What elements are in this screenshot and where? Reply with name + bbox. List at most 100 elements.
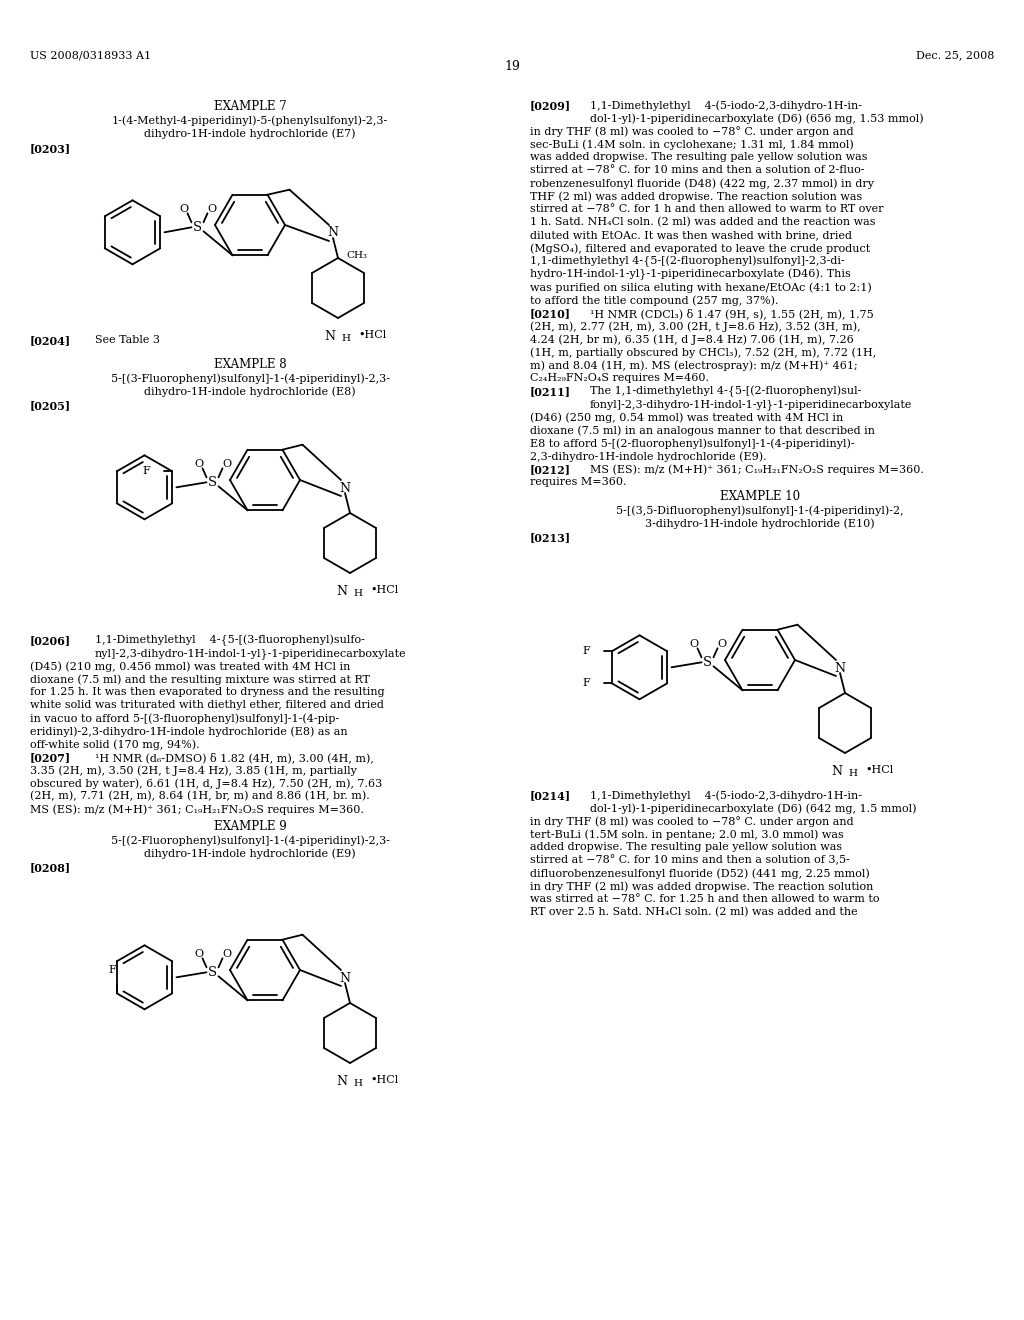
Text: 5-[(3-Fluorophenyl)sulfonyl]-1-(4-piperidinyl)-2,3-: 5-[(3-Fluorophenyl)sulfonyl]-1-(4-piperi… <box>111 374 389 384</box>
Text: (1H, m, partially obscured by CHCl₃), 7.52 (2H, m), 7.72 (1H,: (1H, m, partially obscured by CHCl₃), 7.… <box>530 347 877 358</box>
Text: [0210]: [0210] <box>530 308 571 319</box>
Text: [0209]: [0209] <box>530 100 571 111</box>
Text: [0203]: [0203] <box>30 143 71 154</box>
Text: [0211]: [0211] <box>530 385 571 397</box>
Text: (MgSO₄), filtered and evaporated to leave the crude product: (MgSO₄), filtered and evaporated to leav… <box>530 243 870 253</box>
Text: dihydro-1H-indole hydrochloride (E9): dihydro-1H-indole hydrochloride (E9) <box>144 847 355 858</box>
Text: in dry THF (8 ml) was cooled to −78° C. under argon and: in dry THF (8 ml) was cooled to −78° C. … <box>530 125 854 137</box>
Text: diluted with EtOAc. It was then washed with brine, dried: diluted with EtOAc. It was then washed w… <box>530 230 852 240</box>
Text: N: N <box>324 330 335 343</box>
Text: fonyl]-2,3-dihydro-1H-indol-1-yl}-1-piperidinecarboxylate: fonyl]-2,3-dihydro-1H-indol-1-yl}-1-pipe… <box>590 399 912 409</box>
Text: eridinyl)-2,3-dihydro-1H-indole hydrochloride (E8) as an: eridinyl)-2,3-dihydro-1H-indole hydrochl… <box>30 726 347 737</box>
Text: 1 h. Satd. NH₄Cl soln. (2 ml) was added and the reaction was: 1 h. Satd. NH₄Cl soln. (2 ml) was added … <box>530 216 876 227</box>
Text: H: H <box>848 770 857 777</box>
Text: N: N <box>328 227 339 239</box>
Text: [0208]: [0208] <box>30 862 71 873</box>
Text: EXAMPLE 7: EXAMPLE 7 <box>214 100 287 114</box>
Text: dol-1-yl)-1-piperidinecarboxylate (D6) (642 mg, 1.5 mmol): dol-1-yl)-1-piperidinecarboxylate (D6) (… <box>590 803 916 813</box>
Text: C₂₄H₂₉FN₂O₄S requires M=460.: C₂₄H₂₉FN₂O₄S requires M=460. <box>530 374 709 383</box>
Text: in vacuo to afford 5-[(3-fluorophenyl)sulfonyl]-1-(4-pip-: in vacuo to afford 5-[(3-fluorophenyl)su… <box>30 713 339 723</box>
Text: O: O <box>194 459 203 470</box>
Text: [0213]: [0213] <box>530 532 571 543</box>
Text: N: N <box>340 972 350 985</box>
Text: H: H <box>341 334 350 343</box>
Text: dihydro-1H-indole hydrochloride (E8): dihydro-1H-indole hydrochloride (E8) <box>144 385 355 396</box>
Text: 5-[(2-Fluorophenyl)sulfonyl]-1-(4-piperidinyl)-2,3-: 5-[(2-Fluorophenyl)sulfonyl]-1-(4-piperi… <box>111 836 389 846</box>
Text: •HCl: •HCl <box>865 766 893 775</box>
Text: The 1,1-dimethylethyl 4-{5-[(2-fluorophenyl)sul-: The 1,1-dimethylethyl 4-{5-[(2-fluorophe… <box>590 385 861 397</box>
Text: stirred at −78° C. for 1 h and then allowed to warm to RT over: stirred at −78° C. for 1 h and then allo… <box>530 205 884 214</box>
Text: 4.24 (2H, br m), 6.35 (1H, d J=8.4 Hz) 7.06 (1H, m), 7.26: 4.24 (2H, br m), 6.35 (1H, d J=8.4 Hz) 7… <box>530 334 854 345</box>
Text: •HCl: •HCl <box>370 585 398 595</box>
Text: See Table 3: See Table 3 <box>95 335 160 345</box>
Text: O: O <box>222 949 231 960</box>
Text: MS (ES): m/z (M+H)⁺ 361; C₁₉H₂₁FN₂O₂S requires M=360.: MS (ES): m/z (M+H)⁺ 361; C₁₉H₂₁FN₂O₂S re… <box>30 804 364 814</box>
Text: [0212]: [0212] <box>530 465 571 475</box>
Text: [0205]: [0205] <box>30 400 71 411</box>
Text: N: N <box>835 661 846 675</box>
Text: ¹H NMR (CDCl₃) δ 1.47 (9H, s), 1.55 (2H, m), 1.75: ¹H NMR (CDCl₃) δ 1.47 (9H, s), 1.55 (2H,… <box>590 308 873 319</box>
Text: RT over 2.5 h. Satd. NH₄Cl soln. (2 ml) was added and the: RT over 2.5 h. Satd. NH₄Cl soln. (2 ml) … <box>530 907 858 917</box>
Text: dioxane (7.5 ml) in an analogous manner to that described in: dioxane (7.5 ml) in an analogous manner … <box>530 425 874 436</box>
Text: Dec. 25, 2008: Dec. 25, 2008 <box>915 50 994 59</box>
Text: O: O <box>222 459 231 470</box>
Text: N: N <box>336 1074 347 1088</box>
Text: stirred at −78° C. for 10 mins and then a solution of 2-fluo-: stirred at −78° C. for 10 mins and then … <box>530 165 864 176</box>
Text: in dry THF (8 ml) was cooled to −78° C. under argon and: in dry THF (8 ml) was cooled to −78° C. … <box>530 816 854 826</box>
Text: 1,1-dimethylethyl 4-{5-[(2-fluorophenyl)sulfonyl]-2,3-di-: 1,1-dimethylethyl 4-{5-[(2-fluorophenyl)… <box>530 256 845 268</box>
Text: to afford the title compound (257 mg, 37%).: to afford the title compound (257 mg, 37… <box>530 294 778 305</box>
Text: sec-BuLi (1.4M soln. in cyclohexane; 1.31 ml, 1.84 mmol): sec-BuLi (1.4M soln. in cyclohexane; 1.3… <box>530 139 854 149</box>
Text: •HCl: •HCl <box>358 330 386 341</box>
Text: EXAMPLE 8: EXAMPLE 8 <box>214 358 287 371</box>
Text: [0206]: [0206] <box>30 635 71 645</box>
Text: 3.35 (2H, m), 3.50 (2H, t J=8.4 Hz), 3.85 (1H, m, partially: 3.35 (2H, m), 3.50 (2H, t J=8.4 Hz), 3.8… <box>30 766 357 776</box>
Text: US 2008/0318933 A1: US 2008/0318933 A1 <box>30 50 152 59</box>
Text: CH₃: CH₃ <box>346 251 367 260</box>
Text: for 1.25 h. It was then evaporated to dryness and the resulting: for 1.25 h. It was then evaporated to dr… <box>30 686 385 697</box>
Text: 1-(4-Methyl-4-piperidinyl)-5-(phenylsulfonyl)-2,3-: 1-(4-Methyl-4-piperidinyl)-5-(phenylsulf… <box>112 115 388 125</box>
Text: •HCl: •HCl <box>370 1074 398 1085</box>
Text: N: N <box>340 482 350 495</box>
Text: F: F <box>108 965 116 975</box>
Text: S: S <box>193 220 202 234</box>
Text: 3-dihydro-1H-indole hydrochloride (E10): 3-dihydro-1H-indole hydrochloride (E10) <box>645 517 874 528</box>
Text: EXAMPLE 10: EXAMPLE 10 <box>720 490 800 503</box>
Text: tert-BuLi (1.5M soln. in pentane; 2.0 ml, 3.0 mmol) was: tert-BuLi (1.5M soln. in pentane; 2.0 ml… <box>530 829 844 840</box>
Text: O: O <box>717 639 726 649</box>
Text: robenzenesulfonyl fluoride (D48) (422 mg, 2.37 mmol) in dry: robenzenesulfonyl fluoride (D48) (422 mg… <box>530 178 874 189</box>
Text: 1,1-Dimethylethyl    4-(5-iodo-2,3-dihydro-1H-in-: 1,1-Dimethylethyl 4-(5-iodo-2,3-dihydro-… <box>590 789 862 800</box>
Text: S: S <box>702 656 712 669</box>
Text: F: F <box>582 678 590 688</box>
Text: requires M=360.: requires M=360. <box>530 477 627 487</box>
Text: 5-[(3,5-Difluorophenyl)sulfonyl]-1-(4-piperidinyl)-2,: 5-[(3,5-Difluorophenyl)sulfonyl]-1-(4-pi… <box>616 506 904 516</box>
Text: was stirred at −78° C. for 1.25 h and then allowed to warm to: was stirred at −78° C. for 1.25 h and th… <box>530 894 880 904</box>
Text: [0204]: [0204] <box>30 335 71 346</box>
Text: O: O <box>689 639 698 649</box>
Text: nyl]-2,3-dihydro-1H-indol-1-yl}-1-piperidinecarboxylate: nyl]-2,3-dihydro-1H-indol-1-yl}-1-piperi… <box>95 648 407 659</box>
Text: was added dropwise. The resulting pale yellow solution was: was added dropwise. The resulting pale y… <box>530 152 867 162</box>
Text: ¹H NMR (d₆-DMSO) δ 1.82 (4H, m), 3.00 (4H, m),: ¹H NMR (d₆-DMSO) δ 1.82 (4H, m), 3.00 (4… <box>95 752 374 763</box>
Text: hydro-1H-indol-1-yl}-1-piperidinecarboxylate (D46). This: hydro-1H-indol-1-yl}-1-piperidinecarboxy… <box>530 269 851 280</box>
Text: MS (ES): m/z (M+H)⁺ 361; C₁₉H₂₁FN₂O₂S requires M=360.: MS (ES): m/z (M+H)⁺ 361; C₁₉H₂₁FN₂O₂S re… <box>590 465 924 475</box>
Text: was purified on silica eluting with hexane/EtOAc (4:1 to 2:1): was purified on silica eluting with hexa… <box>530 282 871 293</box>
Text: dol-1-yl)-1-piperidinecarboxylate (D6) (656 mg, 1.53 mmol): dol-1-yl)-1-piperidinecarboxylate (D6) (… <box>590 114 924 124</box>
Text: (2H, m), 7.71 (2H, m), 8.64 (1H, br, m) and 8.86 (1H, br. m).: (2H, m), 7.71 (2H, m), 8.64 (1H, br, m) … <box>30 791 370 801</box>
Text: THF (2 ml) was added dropwise. The reaction solution was: THF (2 ml) was added dropwise. The react… <box>530 191 862 202</box>
Text: obscured by water), 6.61 (1H, d, J=8.4 Hz), 7.50 (2H, m), 7.63: obscured by water), 6.61 (1H, d, J=8.4 H… <box>30 777 382 788</box>
Text: [0214]: [0214] <box>530 789 571 801</box>
Text: (D46) (250 mg, 0.54 mmol) was treated with 4M HCl in: (D46) (250 mg, 0.54 mmol) was treated wi… <box>530 412 843 422</box>
Text: dioxane (7.5 ml) and the resulting mixture was stirred at RT: dioxane (7.5 ml) and the resulting mixtu… <box>30 675 370 685</box>
Text: white solid was triturated with diethyl ether, filtered and dried: white solid was triturated with diethyl … <box>30 700 384 710</box>
Text: stirred at −78° C. for 10 mins and then a solution of 3,5-: stirred at −78° C. for 10 mins and then … <box>530 855 850 866</box>
Text: difluorobenzenesulfonyl fluoride (D52) (441 mg, 2.25 mmol): difluorobenzenesulfonyl fluoride (D52) (… <box>530 869 869 879</box>
Text: 1,1-Dimethylethyl    4-{5-[(3-fluorophenyl)sulfo-: 1,1-Dimethylethyl 4-{5-[(3-fluorophenyl)… <box>95 635 365 647</box>
Text: N: N <box>831 766 842 777</box>
Text: H: H <box>353 1078 362 1088</box>
Text: 2,3-dihydro-1H-indole hydrochloride (E9).: 2,3-dihydro-1H-indole hydrochloride (E9)… <box>530 451 767 462</box>
Text: 19: 19 <box>504 59 520 73</box>
Text: S: S <box>208 475 217 488</box>
Text: dihydro-1H-indole hydrochloride (E7): dihydro-1H-indole hydrochloride (E7) <box>144 128 355 139</box>
Text: H: H <box>353 589 362 598</box>
Text: O: O <box>194 949 203 960</box>
Text: E8 to afford 5-[(2-fluorophenyl)sulfonyl]-1-(4-piperidinyl)-: E8 to afford 5-[(2-fluorophenyl)sulfonyl… <box>530 438 855 449</box>
